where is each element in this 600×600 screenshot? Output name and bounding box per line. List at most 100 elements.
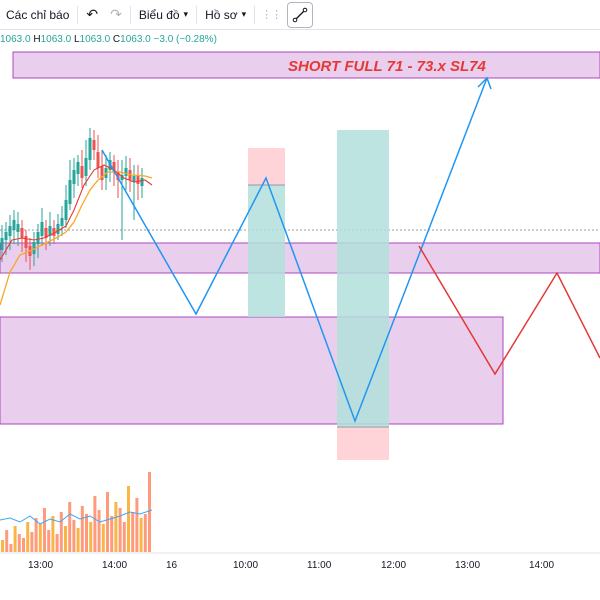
stop-loss-box-2[interactable]	[337, 427, 389, 460]
profile-menu-button[interactable]: Hồ sơ ▾	[199, 0, 252, 30]
trade-annotation[interactable]: SHORT FULL 71 - 73.x SL74	[288, 58, 486, 75]
candle-body	[24, 236, 28, 248]
candle-body	[120, 175, 124, 180]
candle-body	[132, 176, 136, 182]
chart-menu-label: Biểu đồ	[138, 7, 180, 22]
volume-bar	[106, 492, 109, 552]
demand-zone-lower[interactable]	[0, 316, 504, 425]
chart-menu-button[interactable]: Biểu đồ ▾	[133, 0, 194, 30]
toolbar-divider	[196, 5, 198, 24]
candle-body	[88, 138, 92, 160]
change-value: −3.0 (−0.28%)	[153, 34, 217, 45]
candle-body	[4, 232, 8, 240]
open-value: 1063.0	[0, 34, 31, 45]
take-profit-box-1[interactable]	[248, 185, 285, 317]
candle-body	[44, 228, 48, 238]
resistance-zone-top[interactable]	[12, 51, 600, 79]
volume-bar	[30, 532, 34, 552]
candle-body	[8, 226, 12, 236]
projection-path-bullish[interactable]	[101, 77, 488, 424]
volume-bar	[51, 516, 55, 552]
chevron-down-icon: ▾	[183, 9, 189, 19]
volume-bar	[127, 486, 130, 552]
volume-bar	[64, 526, 67, 552]
volume-bar	[59, 512, 63, 552]
volume-moving-average	[0, 509, 153, 525]
redo-icon: ↷	[110, 6, 122, 22]
candle-body	[16, 224, 20, 232]
volume-bar	[5, 530, 9, 552]
candle-body	[112, 162, 116, 172]
volume-bar	[89, 522, 93, 552]
volume-bar	[34, 518, 38, 552]
candle-body	[52, 228, 56, 236]
volume-bar	[143, 514, 147, 552]
volume-bar	[139, 518, 143, 552]
volume-bar	[26, 522, 30, 552]
take-profit-box-2[interactable]	[337, 130, 389, 427]
candle-body	[32, 242, 36, 254]
toolbar-divider	[129, 5, 131, 24]
candle-body	[64, 200, 68, 220]
candle-body	[12, 220, 16, 230]
close-value: 1063.0	[120, 34, 151, 45]
time-tick: 12:00	[381, 560, 406, 571]
volume-bar	[76, 528, 80, 552]
time-tick: 11:00	[307, 560, 332, 571]
candle-body	[40, 222, 44, 236]
candle-body	[140, 178, 144, 186]
volume-bar	[118, 508, 122, 552]
time-tick: 13:00	[455, 560, 480, 571]
volume-bar	[122, 522, 126, 552]
candle-body	[72, 170, 76, 184]
candle-body	[80, 166, 84, 178]
candle-body	[92, 140, 96, 150]
time-tick: 13:00	[28, 560, 53, 571]
indicators-label: Các chỉ báo	[6, 7, 70, 22]
time-tick: 10:00	[233, 560, 258, 571]
candle-body	[96, 152, 100, 168]
candle-body	[48, 226, 52, 236]
low-value: 1063.0	[79, 34, 111, 45]
trend-line-icon	[292, 7, 308, 22]
volume-series	[1, 472, 151, 552]
low-prefix: L	[73, 34, 80, 45]
candle-body	[100, 166, 104, 180]
volume-bar	[85, 514, 88, 552]
time-axis[interactable]: 13:00 14:00 16 10:00 11:00 12:00 13:00 1…	[28, 560, 554, 571]
toolbar-divider	[77, 5, 79, 24]
undo-button[interactable]: ↶	[80, 0, 104, 30]
projection-path-bearish[interactable]	[418, 245, 600, 376]
arrow-head-icon	[477, 76, 492, 90]
candle-body	[20, 228, 24, 238]
volume-bar	[1, 540, 4, 552]
candle-body	[84, 158, 88, 176]
drawing-tool-button[interactable]	[287, 1, 314, 28]
volume-bar	[148, 472, 151, 552]
high-prefix: H	[33, 34, 41, 45]
supply-zone-middle[interactable]	[0, 242, 600, 274]
volume-bar	[135, 498, 139, 552]
candle-body	[60, 218, 64, 226]
candle-body	[68, 180, 72, 204]
time-tick: 16	[166, 560, 178, 571]
chevron-down-icon: ▾	[241, 9, 247, 19]
candle-body	[36, 232, 40, 244]
drag-handle-icon[interactable]: ⋮⋮	[261, 9, 282, 21]
volume-bar	[72, 520, 76, 552]
candle-body	[136, 176, 140, 184]
indicators-button[interactable]: Các chỉ báo	[0, 0, 75, 30]
top-toolbar: Các chỉ báo ↶ ↷ Biểu đồ ▾ Hồ sơ ▾ ⋮⋮	[0, 0, 600, 30]
time-tick: 14:00	[529, 560, 554, 571]
candle-body	[76, 162, 80, 174]
candle-body	[116, 172, 120, 180]
time-tick: 14:00	[102, 560, 127, 571]
volume-bar	[17, 534, 21, 552]
ohlc-legend: 1063.0 H1063.0 L1063.0 C1063.0 −3.0 (−0.…	[0, 34, 217, 45]
close-prefix: C	[112, 34, 121, 45]
volume-bar	[47, 530, 51, 552]
redo-button[interactable]: ↷	[104, 0, 128, 30]
volume-bar	[13, 526, 17, 552]
volume-bar	[93, 496, 97, 552]
